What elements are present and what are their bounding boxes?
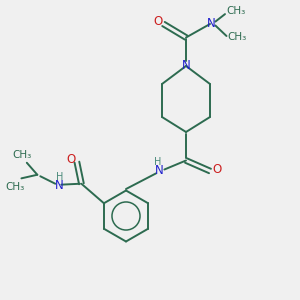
Text: O: O	[212, 163, 221, 176]
Text: CH₃: CH₃	[226, 5, 245, 16]
Text: N: N	[154, 164, 164, 178]
Text: O: O	[66, 153, 76, 166]
Text: N: N	[207, 17, 216, 30]
Text: CH₃: CH₃	[227, 32, 247, 43]
Text: CH₃: CH₃	[5, 182, 24, 192]
Text: N: N	[182, 59, 190, 72]
Text: H: H	[56, 172, 63, 182]
Text: N: N	[55, 179, 64, 192]
Text: H: H	[154, 157, 161, 167]
Text: CH₃: CH₃	[13, 150, 32, 160]
Text: O: O	[154, 14, 163, 28]
